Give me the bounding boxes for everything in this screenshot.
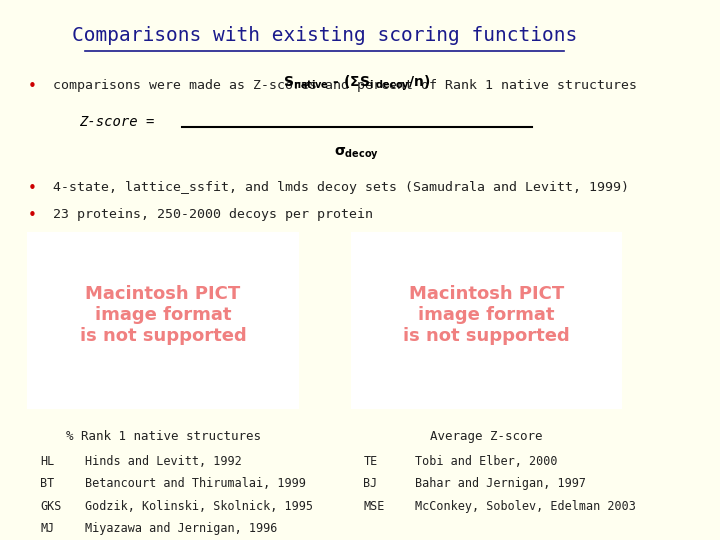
Text: TE: TE [364, 455, 378, 468]
Text: % Rank 1 native structures: % Rank 1 native structures [66, 430, 261, 443]
Text: Hinds and Levitt, 1992: Hinds and Levitt, 1992 [86, 455, 242, 468]
FancyBboxPatch shape [27, 232, 299, 409]
Text: MSE: MSE [364, 500, 385, 512]
Text: Godzik, Kolinski, Skolnick, 1995: Godzik, Kolinski, Skolnick, 1995 [86, 500, 313, 512]
Text: •: • [27, 79, 36, 94]
Text: Z-score =: Z-score = [79, 115, 163, 129]
Text: Average Z-score: Average Z-score [430, 430, 543, 443]
Text: BJ: BJ [364, 477, 378, 490]
Text: $\mathbf{\sigma}_{\mathbf{decoy}}$: $\mathbf{\sigma}_{\mathbf{decoy}}$ [335, 146, 379, 163]
FancyBboxPatch shape [351, 232, 622, 409]
Text: Tobi and Elber, 2000: Tobi and Elber, 2000 [415, 455, 558, 468]
Text: BT: BT [40, 477, 55, 490]
Text: 23 proteins, 250-2000 decoys per protein: 23 proteins, 250-2000 decoys per protein [53, 208, 373, 221]
Text: GKS: GKS [40, 500, 61, 512]
Text: Bahar and Jernigan, 1997: Bahar and Jernigan, 1997 [415, 477, 586, 490]
Text: MJ: MJ [40, 522, 55, 535]
Text: Comparisons with existing scoring functions: Comparisons with existing scoring functi… [72, 25, 577, 44]
Text: Miyazawa and Jernigan, 1996: Miyazawa and Jernigan, 1996 [86, 522, 278, 535]
Text: 4-state, lattice_ssfit, and lmds decoy sets (Samudrala and Levitt, 1999): 4-state, lattice_ssfit, and lmds decoy s… [53, 181, 629, 194]
Text: HL: HL [40, 455, 55, 468]
Text: •: • [27, 208, 36, 223]
Text: Macintosh PICT
image format
is not supported: Macintosh PICT image format is not suppo… [403, 285, 570, 345]
Text: •: • [27, 181, 36, 196]
Text: McConkey, Sobolev, Edelman 2003: McConkey, Sobolev, Edelman 2003 [415, 500, 636, 512]
Text: comparisons were made as Z-scores and percent of Rank 1 native structures: comparisons were made as Z-scores and pe… [53, 79, 637, 92]
Text: $\mathbf{S}_{\mathbf{native}}$ - ($\mathbf{\Sigma S_{i\ decoy}}$/n): $\mathbf{S}_{\mathbf{native}}$ - ($\math… [283, 73, 431, 92]
Text: Betancourt and Thirumalai, 1999: Betancourt and Thirumalai, 1999 [86, 477, 306, 490]
Text: Macintosh PICT
image format
is not supported: Macintosh PICT image format is not suppo… [80, 285, 246, 345]
